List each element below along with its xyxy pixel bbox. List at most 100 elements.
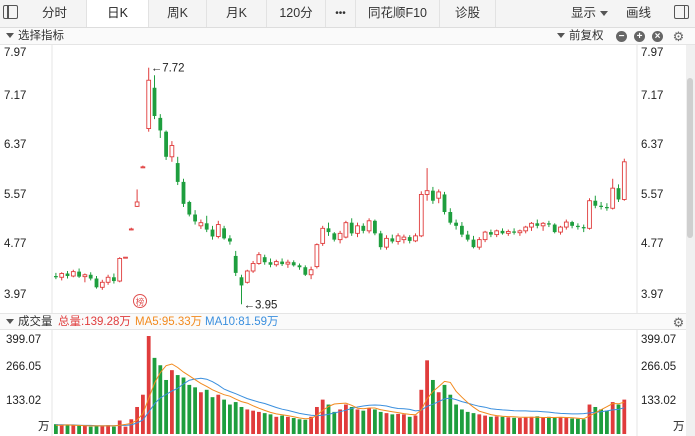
volume-bar <box>245 409 250 434</box>
candle-body <box>587 200 592 229</box>
candlestick-chart[interactable]: ←7.72 ←3.95 榜 <box>0 45 686 313</box>
draw-line-button[interactable]: 画线 <box>626 6 652 20</box>
adjust-dropdown[interactable]: 前复权 <box>557 28 604 45</box>
candle-body <box>222 228 226 239</box>
candle-body <box>605 206 609 209</box>
volume-bar <box>610 402 615 434</box>
candle-body <box>198 222 204 227</box>
tab-daily-k[interactable]: 日K <box>87 0 149 27</box>
left-panel-toggle-icon[interactable] <box>3 5 18 19</box>
volume-bar <box>616 404 621 434</box>
volume-unit-label-right: 万 <box>673 421 685 433</box>
candle-body <box>88 274 93 279</box>
volume-chart[interactable] <box>0 330 686 436</box>
candle-body <box>349 222 354 234</box>
plus-circle-icon[interactable]: + <box>634 31 645 42</box>
candle-body <box>262 257 267 263</box>
volume-bar <box>204 389 209 434</box>
volume-bar <box>494 416 499 434</box>
volume-bar <box>59 424 64 434</box>
tab-monthly-k[interactable]: 月K <box>207 0 267 27</box>
select-indicator-label[interactable]: 选择指标 <box>18 30 64 42</box>
volume-bar <box>407 416 412 434</box>
gear-icon[interactable]: ⚙ <box>672 29 685 44</box>
volume-bar <box>587 404 592 434</box>
volume-bar <box>460 409 464 434</box>
candle-body <box>378 233 383 248</box>
candle-body <box>181 181 186 204</box>
candle-body <box>210 229 215 237</box>
close-circle-icon[interactable]: × <box>652 31 663 42</box>
candle-body <box>581 227 586 229</box>
volume-bar <box>326 404 331 434</box>
candle-body <box>621 161 627 200</box>
candle-body <box>297 265 302 268</box>
display-dropdown[interactable]: 显示 <box>571 0 609 27</box>
candle-body <box>59 273 65 278</box>
volume-indicator-label[interactable]: 成交量 <box>18 316 53 328</box>
more-periods-button[interactable]: ••• <box>326 0 356 27</box>
price-axis-right-3: 5.57 <box>641 189 664 201</box>
tab-f10[interactable]: 同花顺F10 <box>356 0 440 27</box>
price-axis-left-3: 5.57 <box>4 189 27 201</box>
volume-bar <box>193 387 197 434</box>
candle-body <box>105 276 111 283</box>
volume-bar <box>129 419 134 434</box>
candle-body <box>77 271 81 277</box>
chevron-down-icon[interactable] <box>6 33 14 39</box>
candle-body <box>273 261 279 266</box>
volume-bar <box>442 384 447 434</box>
candle-body <box>146 79 152 130</box>
chevron-down-icon[interactable] <box>6 319 14 325</box>
price-axis-left-0: 7.97 <box>4 47 27 59</box>
candle-body <box>547 223 551 225</box>
gear-icon[interactable]: ⚙ <box>672 315 685 330</box>
volume-bar <box>54 424 58 434</box>
candle-body <box>303 267 308 275</box>
candle-body <box>505 231 511 234</box>
volume-bar <box>187 384 192 434</box>
price-axis-left-5: 3.97 <box>4 289 27 301</box>
volume-bar <box>489 416 493 434</box>
volume-bar <box>523 417 528 434</box>
volume-bar <box>512 417 516 434</box>
candle-body <box>563 221 569 228</box>
candle-body <box>280 261 284 265</box>
volume-bar <box>576 418 580 434</box>
volume-bar <box>367 408 371 434</box>
candle-body <box>413 235 418 242</box>
tab-diagnose[interactable]: 诊股 <box>440 0 496 27</box>
candle-body <box>366 220 372 232</box>
minus-circle-icon[interactable]: − <box>616 31 627 42</box>
tab-120min[interactable]: 120分 <box>267 0 326 27</box>
ranking-badge-icon[interactable]: 榜 <box>133 294 147 308</box>
volume-bar <box>71 425 76 434</box>
volume-bar <box>251 410 255 434</box>
candle-body <box>570 222 574 226</box>
candle-body <box>140 166 146 169</box>
candle-body <box>424 190 430 195</box>
volume-bar <box>164 379 168 434</box>
price-axis-right-4: 4.77 <box>641 238 664 250</box>
volume-bar <box>338 409 342 434</box>
volume-bar <box>431 379 435 434</box>
tab-timeshare[interactable]: 分时 <box>23 0 87 27</box>
volume-bar <box>605 410 609 434</box>
candle-body <box>314 244 320 268</box>
tab-weekly-k[interactable]: 周K <box>149 0 207 27</box>
volume-bar <box>77 425 81 434</box>
volume-axis-right-2: 133.02 <box>641 395 677 407</box>
candle-body <box>552 224 557 233</box>
ranking-badge-label: 榜 <box>136 297 145 307</box>
volume-bar <box>274 416 279 434</box>
vertical-scrollbar[interactable] <box>686 45 695 436</box>
scrollbar-thumb[interactable] <box>687 78 693 238</box>
volume-bar <box>210 397 215 434</box>
right-panel-toggle-icon[interactable] <box>674 5 689 19</box>
volume-bar <box>262 413 267 434</box>
volume-bar <box>448 394 453 434</box>
volume-bar <box>465 411 470 434</box>
display-label: 显示 <box>571 6 597 20</box>
candle-body <box>152 87 157 117</box>
candle-body <box>326 228 331 233</box>
